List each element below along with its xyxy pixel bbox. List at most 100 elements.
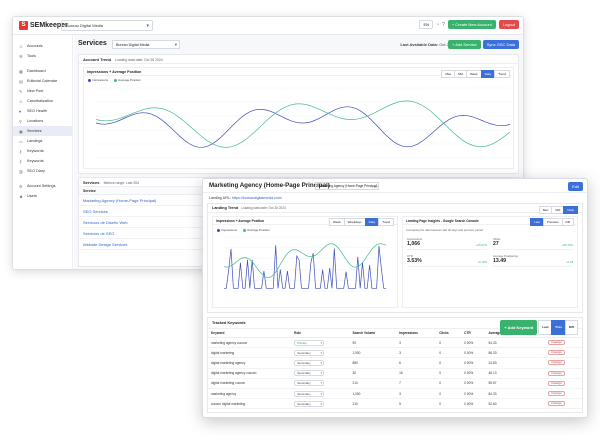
column-header[interactable]: Impressions [396,329,437,338]
add-service-button[interactable]: + Add Service [447,40,481,49]
role-select[interactable]: Secondary [294,349,325,356]
role-select[interactable]: Secondary [294,380,325,387]
help-icon[interactable]: ? [442,21,445,28]
role-cell: Secondary [291,378,350,389]
landing-url: Landing URL: https://bureaudigitalmedia.… [209,196,282,200]
toggle-trend[interactable]: Trend [378,218,394,226]
sidebar-item-locations[interactable]: ⚲ Locations [13,116,72,126]
legend-dot-icon [114,78,118,82]
role-select[interactable]: Secondary [294,359,325,366]
ctr-cell: 0.00% [461,357,486,369]
actions-cell: Unassign [544,337,582,349]
dashboard-icon: ▦ [19,68,23,74]
brand-logo[interactable]: S SEMkeeper [19,21,68,30]
sidebar-item-dashboard[interactable]: ▦ Dashboard [13,66,72,76]
unassign-button[interactable]: Unassign [547,340,565,346]
toggle-prev[interactable]: Prev [551,320,566,335]
header-buttons: + Add Service Sync GSC Data [447,40,519,49]
search-volume-cell: 1,000 [349,388,397,400]
sidebar-item-services[interactable]: ▣ Services [13,126,72,136]
column-header[interactable]: Keyword [208,329,292,338]
unassign-button[interactable]: Unassign [547,391,565,397]
brand-name: SEMkeeper [30,22,68,29]
logout-button[interactable]: Logout [498,20,519,29]
sync-gsc-button[interactable]: Sync GSC Data [482,40,519,49]
unassign-button[interactable]: Unassign [547,370,565,376]
toggle-previous[interactable]: Previous [542,218,563,226]
actions-cell: Unassign [544,347,582,359]
health-icon: ♥ [19,108,22,114]
language-select[interactable]: EN [419,20,434,29]
landing-url-link[interactable]: https://bureaudigitalmedia.com/ [231,196,282,200]
sidebar-item-keywords[interactable]: ⚷ Keywords [13,146,72,156]
impressions-chart-card: Impressions + Average Position Max Mid Wee… [83,67,514,169]
impressions-cell: 3 [396,347,437,359]
column-header[interactable]: CTR [461,329,486,338]
toggle-diff[interactable]: Diff [565,320,578,335]
clicks-cell: 0 [436,337,462,349]
toggle-daily[interactable]: Daily [480,70,496,78]
unassign-button[interactable]: Unassign [547,350,565,356]
detail-header: Marketing Agency (Home-Page Principal) M… [203,179,587,193]
project-select[interactable]: Bureau Digital Media ▾ [61,20,153,31]
impressions-cell: 3 [396,388,437,400]
impressions-cell: 7 [396,378,437,389]
toggle-week[interactable]: Week [329,218,345,226]
sidebar-item-tools[interactable]: ⚒ Tools [13,51,72,61]
toggle-max[interactable]: Max [441,70,456,78]
legend-impressions[interactable]: Impressions [217,228,237,232]
legend-position[interactable]: Average Position [243,228,270,232]
sidebar-item-keywords[interactable]: ⚷ Keywords [13,156,72,166]
toggle-max[interactable]: Max [538,206,553,214]
service-select[interactable]: Bureau Digital Media ▾ [112,40,180,49]
tools-icon: ⚒ [19,53,23,59]
topbar-actions: EN ◔ ? + Create New Account Logout [419,20,519,29]
ctr-cell: 0.00% [461,388,486,400]
legend-impressions-label: Impressions [221,228,238,232]
add-keyword-button[interactable]: + Add Keyword [500,320,538,335]
sidebar-item-accounts[interactable]: ☺ Accounts [13,41,72,51]
sidebar-item-landings[interactable]: ▭ Landings [13,136,72,146]
create-account-button[interactable]: + Create New Account [447,20,496,29]
role-select[interactable]: Primary [294,339,325,346]
clicks-cell: 0 [436,357,462,369]
role-select[interactable]: Secondary [294,400,325,407]
insight-delta: +68.75% [561,243,573,247]
sidebar-item-label: Tools [27,54,36,58]
chevron-down-icon: ▾ [373,184,376,189]
role-select[interactable]: Secondary [294,390,325,397]
toggle-last[interactable]: Last [530,218,544,226]
insight-metric: Impressions 1,066 +45.97% [407,237,487,250]
sidebar-item-account-settings[interactable]: ⚙ Account Settings [13,181,72,191]
legend-impressions[interactable]: Impressions [88,78,108,82]
unassign-button[interactable]: Unassign [547,401,565,407]
column-header[interactable]: Search Volume [349,329,397,338]
column-header[interactable]: Role [291,329,350,338]
toggle-daily[interactable]: Daily [364,218,380,226]
cannibal-icon: ⚠ [19,98,23,104]
sidebar-item-seo-diary[interactable]: ▥ SEO Diary [13,166,72,176]
unassign-button[interactable]: Unassign [547,360,565,366]
toggle-diff[interactable]: Diff [561,218,574,226]
sidebar-item-cannibalization[interactable]: ⚠ Cannibalization [13,96,72,106]
edit-button[interactable]: Edit [568,182,583,191]
toggle-daily[interactable]: Daily [563,206,578,214]
sidebar-item-new-post[interactable]: ✎ New Post [13,86,72,96]
sidebar-item-users[interactable]: ☻ Users [13,191,72,201]
role-select[interactable]: Secondary [294,370,325,377]
insight-delta: +45.97% [475,243,487,247]
sidebar-item-seo-health[interactable]: ♥ SEO Health [13,106,72,116]
toggle-week[interactable]: Week [465,70,482,78]
bell-icon[interactable]: ◔ [436,21,440,28]
column-header[interactable]: Clicks [436,329,462,338]
sidebar-item-editorial-calendar[interactable]: ▤ Editorial Calendar [13,76,72,86]
toggle-last[interactable]: Last [538,320,553,335]
landing-select[interactable]: Marketing Agency (Home-Page Principal) ▾ [315,182,379,190]
insights-card: Landing Page Insights - Google Search Co… [402,216,578,308]
insight-value: 3.53% [407,258,422,264]
unassign-button[interactable]: Unassign [547,380,565,386]
toggle-trend[interactable]: Trend [494,70,510,78]
legend-position[interactable]: Average Position [114,78,141,82]
toggle-weekdays[interactable]: Weekdays [343,218,366,226]
